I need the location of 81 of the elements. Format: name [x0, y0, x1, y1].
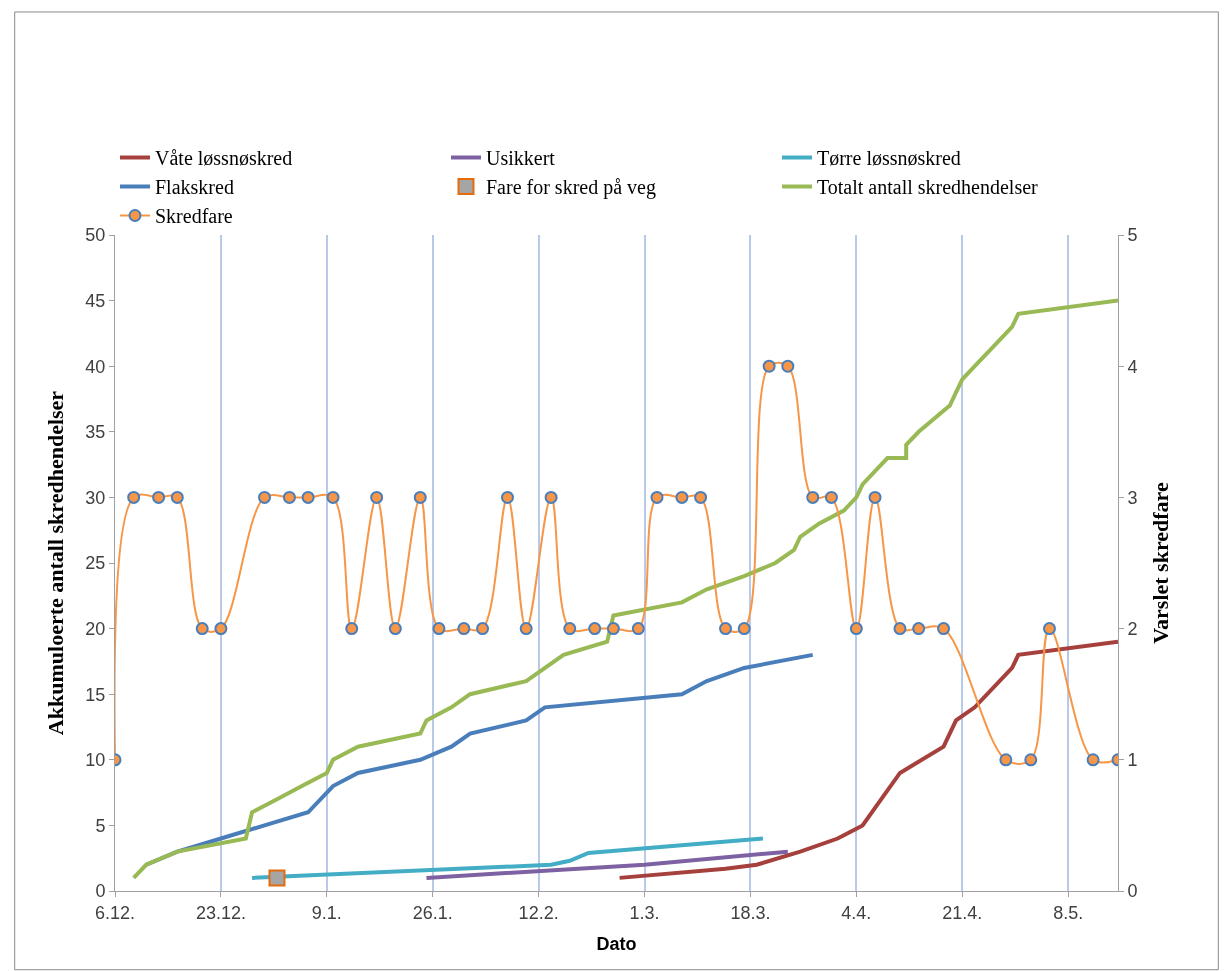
point: [937, 622, 951, 636]
point: [849, 622, 863, 636]
x-tick-label: 26.1.: [412, 902, 453, 923]
point: [544, 490, 558, 504]
point: [282, 490, 296, 504]
point: [999, 753, 1013, 767]
point: [675, 490, 689, 504]
y-axis-title: Akkumuloerte antall skredhendelser: [43, 390, 69, 736]
point: [806, 490, 820, 504]
point: [588, 622, 602, 636]
y2-tick-label: 1: [1127, 750, 1138, 771]
point: [694, 490, 708, 504]
line-series: [131, 298, 1118, 880]
point: [912, 622, 926, 636]
point: [370, 490, 384, 504]
y-tick-label: 20: [85, 618, 106, 639]
point: [1086, 753, 1100, 767]
legend-label: Våte løssnøskred: [155, 147, 293, 170]
y2-tick-label: 4: [1127, 356, 1138, 377]
point: [893, 622, 907, 636]
legend-label: Skredfare: [155, 205, 233, 228]
legend-label: Fare for skred på veg: [485, 176, 656, 200]
point: [413, 490, 427, 504]
point: [195, 622, 209, 636]
x-tick-label: 9.1.: [311, 902, 342, 923]
y-tick-label: 35: [85, 422, 106, 443]
point: [127, 490, 141, 504]
y2-tick-label: 2: [1127, 618, 1138, 639]
point: [762, 359, 776, 373]
line-series: [617, 639, 1118, 880]
y-tick-label: 10: [85, 750, 106, 771]
y-tick-label: 30: [85, 487, 106, 508]
point: [1042, 622, 1056, 636]
point: [476, 622, 490, 636]
point: [457, 622, 471, 636]
point: [606, 622, 620, 636]
legend-label: Flakskred: [155, 176, 234, 199]
y-tick-label: 5: [95, 815, 106, 836]
y-tick-label: 0: [95, 881, 106, 902]
x-tick-label: 4.4.: [841, 902, 872, 923]
point: [519, 622, 533, 636]
y-tick-label: 25: [85, 553, 106, 574]
point: [152, 490, 166, 504]
legend-label: Totalt antall skredhendelser: [816, 176, 1039, 199]
point: [824, 490, 838, 504]
point: [432, 622, 446, 636]
point: [1024, 753, 1038, 767]
point: [326, 490, 340, 504]
x-axis-title: Dato: [596, 933, 637, 954]
y2-tick-label: 5: [1127, 225, 1138, 246]
point: [631, 622, 645, 636]
point: [563, 622, 577, 636]
point: [301, 490, 315, 504]
point: [719, 622, 733, 636]
point: [868, 490, 882, 504]
point: [781, 359, 795, 373]
point: [258, 490, 272, 504]
y-tick-label: 50: [85, 225, 106, 246]
line-series: [250, 836, 765, 880]
x-tick-label: 21.4.: [942, 902, 983, 923]
legend-label: Tørre løssnøskred: [816, 147, 961, 170]
y2-axis-title: Varslet skredfare: [1147, 482, 1173, 644]
point: [650, 490, 664, 504]
point: [388, 622, 402, 636]
x-tick-label: 1.3.: [629, 902, 660, 923]
x-tick-label: 8.5.: [1053, 902, 1084, 923]
point: [500, 490, 514, 504]
x-tick-label: 12.2.: [518, 902, 559, 923]
y-tick-label: 40: [85, 356, 106, 377]
y2-tick-label: 0: [1127, 881, 1138, 902]
point: [170, 490, 184, 504]
x-tick-label: 18.3.: [730, 902, 771, 923]
x-tick-label: 23.12.: [195, 902, 246, 923]
point: [345, 622, 359, 636]
y2-tick-label: 3: [1127, 487, 1138, 508]
y-tick-label: 45: [85, 290, 106, 311]
x-tick-label: 6.12.: [94, 902, 136, 923]
y-tick-label: 15: [85, 684, 106, 705]
point: [737, 622, 751, 636]
point: [214, 622, 228, 636]
legend-label: Usikkert: [485, 147, 556, 170]
